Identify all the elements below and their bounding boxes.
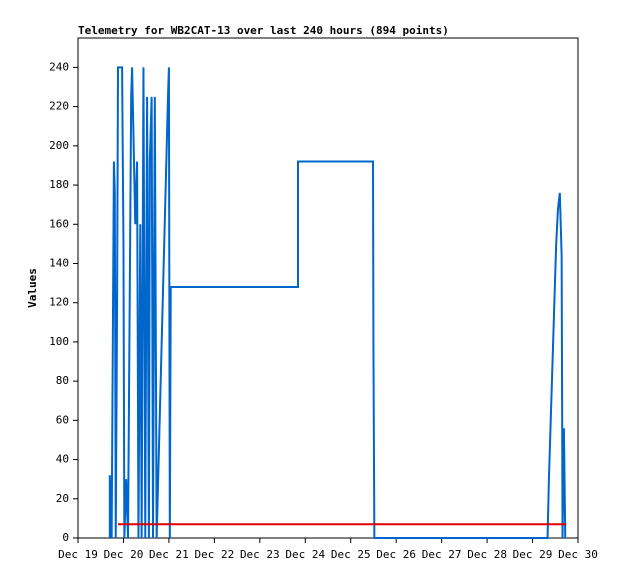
x-tick-label: Dec 30 bbox=[558, 548, 598, 561]
y-tick-label: 120 bbox=[49, 296, 69, 309]
y-tick-label: 240 bbox=[49, 60, 69, 73]
y-tick-label: 60 bbox=[56, 413, 69, 426]
x-tick-label: Dec 27 bbox=[422, 548, 462, 561]
y-tick-label: 180 bbox=[49, 178, 69, 191]
y-tick-label: 80 bbox=[56, 374, 69, 387]
x-tick-label: Dec 20 bbox=[104, 548, 144, 561]
y-axis-label: Values bbox=[26, 268, 39, 308]
x-tick-label: Dec 19 bbox=[58, 548, 98, 561]
x-tick-label: Dec 24 bbox=[285, 548, 325, 561]
y-tick-label: 160 bbox=[49, 217, 69, 230]
data-line bbox=[108, 66, 567, 539]
x-tick-label: Dec 21 bbox=[149, 548, 189, 561]
y-tick-label: 20 bbox=[56, 492, 69, 505]
y-tick-label: 140 bbox=[49, 256, 69, 269]
x-tick-label: Dec 28 bbox=[467, 548, 507, 561]
y-tick-label: 220 bbox=[49, 100, 69, 113]
x-tick-label: Dec 23 bbox=[240, 548, 280, 561]
y-tick-label: 0 bbox=[62, 531, 69, 544]
y-tick-label: 200 bbox=[49, 139, 69, 152]
y-tick-label: 40 bbox=[56, 453, 69, 466]
chart-title: Telemetry for WB2CAT-13 over last 240 ho… bbox=[78, 24, 449, 37]
x-tick-label: Dec 29 bbox=[513, 548, 553, 561]
x-tick-label: Dec 26 bbox=[376, 548, 416, 561]
x-tick-label: Dec 22 bbox=[194, 548, 234, 561]
y-tick-label: 100 bbox=[49, 335, 69, 348]
x-tick-label: Dec 25 bbox=[331, 548, 371, 561]
plot-frame bbox=[77, 37, 579, 539]
